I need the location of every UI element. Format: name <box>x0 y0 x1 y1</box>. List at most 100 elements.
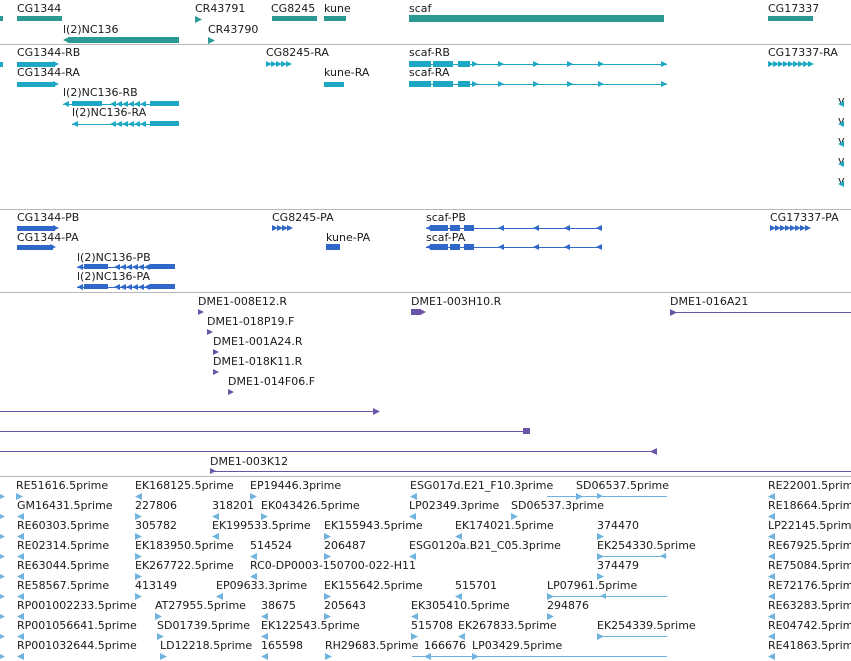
feature-block[interactable] <box>450 225 460 231</box>
strand-arrow-left-icon[interactable] <box>114 284 120 290</box>
strand-arrow-left-icon[interactable] <box>838 121 844 127</box>
strand-arrow-right-icon[interactable] <box>597 572 604 580</box>
feature-block[interactable] <box>409 61 431 67</box>
strand-arrow-left-icon[interactable] <box>120 264 126 270</box>
gene-block[interactable] <box>68 37 179 43</box>
strand-arrow-right-icon[interactable] <box>773 61 779 67</box>
strand-arrow-right-icon[interactable] <box>16 492 23 500</box>
strand-arrow-right-icon[interactable] <box>795 225 801 231</box>
strand-arrow-right-icon[interactable] <box>778 61 784 67</box>
feature-block[interactable] <box>150 101 179 106</box>
strand-arrow-left-icon[interactable] <box>600 593 606 599</box>
strand-arrow-left-icon[interactable] <box>426 225 432 231</box>
strand-arrow-left-icon[interactable] <box>126 284 132 290</box>
feature-block[interactable] <box>409 81 431 87</box>
strand-arrow-right-icon[interactable] <box>135 532 142 540</box>
feature-block[interactable] <box>72 101 102 106</box>
strand-arrow-right-icon[interactable] <box>53 81 59 87</box>
strand-arrow-right-icon[interactable] <box>498 61 504 67</box>
gene-block[interactable] <box>768 16 813 21</box>
strand-arrow-right-icon[interactable] <box>511 512 518 520</box>
strand-arrow-right-icon[interactable] <box>157 632 164 640</box>
feature-block[interactable] <box>450 244 460 250</box>
feature-block[interactable] <box>430 244 448 250</box>
feature-block[interactable] <box>17 82 55 87</box>
strand-arrow-left-icon[interactable] <box>533 244 539 250</box>
strand-arrow-right-icon[interactable] <box>803 61 809 67</box>
strand-arrow-right-icon[interactable] <box>325 652 332 660</box>
strand-arrow-left-icon[interactable] <box>128 101 134 107</box>
strand-arrow-left-icon[interactable] <box>250 572 257 580</box>
strand-arrow-left-icon[interactable] <box>63 101 69 107</box>
strand-arrow-left-icon[interactable] <box>838 181 844 187</box>
strand-arrow-right-icon[interactable] <box>768 61 774 67</box>
feature-block[interactable] <box>0 62 3 67</box>
strand-arrow-left-icon[interactable] <box>261 652 268 660</box>
strand-arrow-right-icon[interactable] <box>135 572 142 580</box>
gene-block[interactable] <box>17 16 62 21</box>
strand-arrow-left-icon[interactable] <box>410 492 417 500</box>
strand-arrow-left-icon[interactable] <box>110 121 116 127</box>
feature-block[interactable] <box>326 244 340 250</box>
strand-arrow-right-icon[interactable] <box>324 592 331 600</box>
strand-arrow-right-icon[interactable] <box>770 225 776 231</box>
strand-arrow-left-icon[interactable] <box>409 552 416 560</box>
strand-arrow-right-icon[interactable] <box>411 632 418 640</box>
clone-track[interactable] <box>0 293 851 476</box>
strand-arrow-right-icon[interactable] <box>790 225 796 231</box>
strand-arrow-left-icon[interactable] <box>768 632 775 640</box>
strand-arrow-right-icon[interactable] <box>567 81 573 87</box>
strand-arrow-left-icon[interactable] <box>138 264 144 270</box>
strand-arrow-right-icon[interactable] <box>598 81 604 87</box>
strand-arrow-right-icon[interactable] <box>50 244 56 250</box>
strand-arrow-right-icon[interactable] <box>661 81 667 87</box>
gene-block[interactable] <box>324 16 346 21</box>
strand-arrow-left-icon[interactable] <box>660 553 666 559</box>
strand-arrow-right-icon[interactable] <box>373 407 380 415</box>
strand-arrow-right-icon[interactable] <box>780 225 786 231</box>
strand-arrow-left-icon[interactable] <box>768 552 775 560</box>
strand-arrow-left-icon[interactable] <box>261 612 268 620</box>
strand-arrow-right-icon[interactable] <box>287 225 293 231</box>
strand-arrow-left-icon[interactable] <box>132 264 138 270</box>
strand-arrow-right-icon[interactable] <box>798 61 804 67</box>
strand-arrow-right-icon[interactable] <box>135 592 142 600</box>
gene-block[interactable] <box>409 15 664 22</box>
strand-arrow-left-icon[interactable] <box>498 244 504 250</box>
strand-arrow-right-icon[interactable] <box>420 309 426 315</box>
strand-arrow-left-icon[interactable] <box>17 512 24 520</box>
strand-arrow-right-icon[interactable] <box>805 225 811 231</box>
strand-arrow-left-icon[interactable] <box>17 552 24 560</box>
strand-arrow-right-icon[interactable] <box>533 81 539 87</box>
feature-block[interactable] <box>17 62 55 67</box>
strand-arrow-right-icon[interactable] <box>213 349 219 355</box>
strand-arrow-right-icon[interactable] <box>808 61 814 67</box>
strand-arrow-left-icon[interactable] <box>114 264 120 270</box>
strand-arrow-left-icon[interactable] <box>17 592 24 600</box>
strand-arrow-left-icon[interactable] <box>838 161 844 167</box>
strand-arrow-right-icon[interactable] <box>0 553 5 559</box>
strand-arrow-left-icon[interactable] <box>261 632 268 640</box>
strand-arrow-left-icon[interactable] <box>77 284 83 290</box>
feature-block[interactable] <box>324 82 344 87</box>
strand-arrow-left-icon[interactable] <box>596 244 602 250</box>
strand-arrow-left-icon[interactable] <box>768 572 775 580</box>
strand-arrow-left-icon[interactable] <box>768 652 775 660</box>
strand-arrow-left-icon[interactable] <box>110 101 116 107</box>
strand-arrow-right-icon[interactable] <box>272 225 278 231</box>
strand-arrow-left-icon[interactable] <box>17 572 24 580</box>
strand-arrow-right-icon[interactable] <box>135 552 142 560</box>
strand-arrow-right-icon[interactable] <box>208 36 215 44</box>
strand-arrow-right-icon[interactable] <box>498 81 504 87</box>
strand-arrow-left-icon[interactable] <box>138 284 144 290</box>
feature-block[interactable] <box>464 244 474 250</box>
clone-block[interactable] <box>411 309 421 315</box>
strand-arrow-right-icon[interactable] <box>547 612 554 620</box>
feature-block[interactable] <box>17 245 53 250</box>
strand-arrow-right-icon[interactable] <box>567 61 573 67</box>
feature-block[interactable] <box>150 264 175 269</box>
strand-arrow-left-icon[interactable] <box>122 101 128 107</box>
feature-block[interactable] <box>430 225 448 231</box>
strand-arrow-left-icon[interactable] <box>768 512 775 520</box>
gene-block[interactable] <box>272 16 317 21</box>
